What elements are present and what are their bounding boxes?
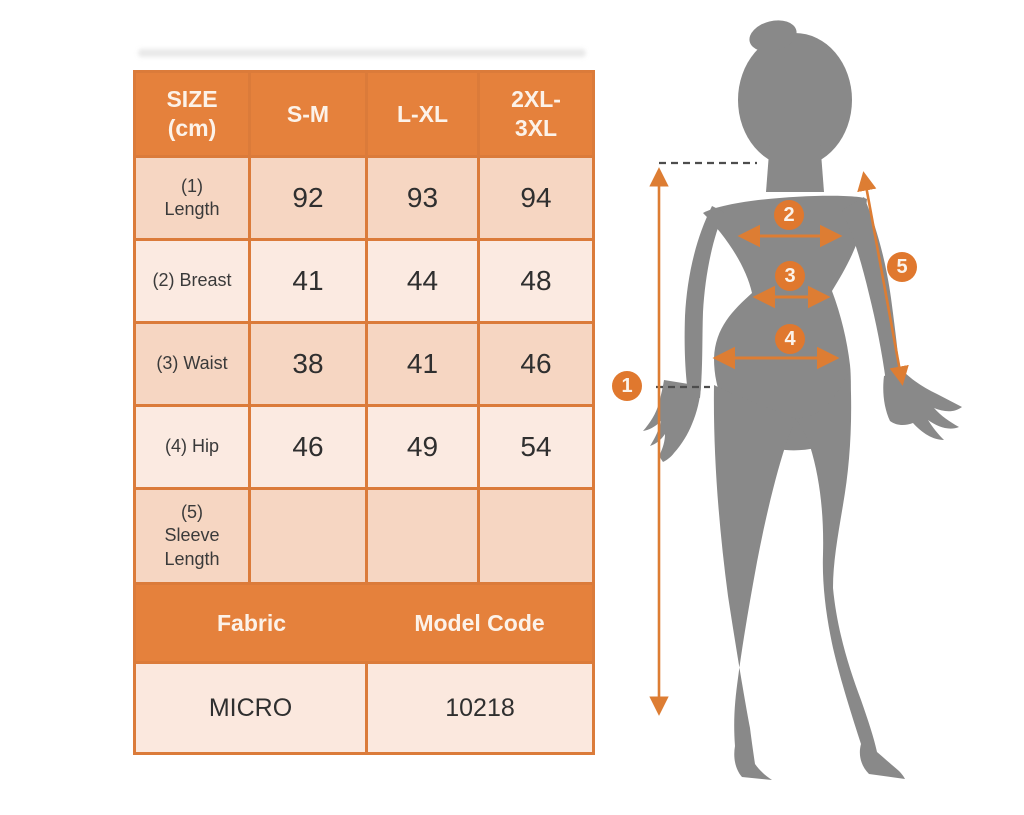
- table-footer-header-row: Fabric Model Code: [136, 585, 592, 661]
- length-l-xl: 93: [368, 158, 477, 238]
- table-row-length: (1) Length 92 93 94: [136, 158, 592, 238]
- row-label-waist: (3) Waist: [136, 324, 248, 404]
- waist-s-m: 38: [251, 324, 365, 404]
- figure-left-hand: [643, 380, 701, 462]
- figure-silhouette-svg: [643, 20, 962, 780]
- sleeve-l-xl: [368, 490, 477, 582]
- header-size-cm: SIZE (cm): [136, 73, 248, 155]
- figure-right-arm: [842, 197, 900, 382]
- figure-right-hand: [883, 370, 962, 440]
- waist-2xl-3xl: 46: [480, 324, 592, 404]
- row-label-length: (1) Length: [136, 158, 248, 238]
- table-row-breast: (2) Breast 41 44 48: [136, 241, 592, 321]
- measure-marker-waist: 3: [775, 261, 805, 291]
- model-code-value: 10218: [368, 664, 592, 752]
- sleeve-2xl-3xl: [480, 490, 592, 582]
- length-s-m: 92: [251, 158, 365, 238]
- header-l-xl: L-XL: [368, 73, 477, 155]
- header-2xl-3xl: 2XL- 3XL: [480, 73, 592, 155]
- measure-marker-breast: 2: [774, 200, 804, 230]
- table-footer-value-row: MICRO 10218: [136, 664, 592, 752]
- breast-2xl-3xl: 48: [480, 241, 592, 321]
- figure-right-leg: [795, 368, 905, 779]
- figure-neck: [766, 140, 824, 192]
- hip-s-m: 46: [251, 407, 365, 487]
- header-s-m: S-M: [251, 73, 365, 155]
- figure-head: [738, 33, 852, 167]
- length-2xl-3xl: 94: [480, 158, 592, 238]
- breast-s-m: 41: [251, 241, 365, 321]
- table-row-waist: (3) Waist 38 41 46: [136, 324, 592, 404]
- table-row-hip: (4) Hip 46 49 54: [136, 407, 592, 487]
- figure-silhouette: [643, 20, 962, 780]
- figure-hair: [749, 20, 797, 52]
- sleeve-s-m: [251, 490, 365, 582]
- hip-2xl-3xl: 54: [480, 407, 592, 487]
- figure-left-leg: [713, 385, 796, 780]
- measure-marker-sleeve: 5: [887, 252, 917, 282]
- breast-l-xl: 44: [368, 241, 477, 321]
- row-label-breast: (2) Breast: [136, 241, 248, 321]
- image-artifact-streak: [138, 49, 586, 57]
- fabric-header: Fabric: [136, 585, 367, 661]
- figure-left-arm: [684, 206, 724, 398]
- model-code-header: Model Code: [367, 585, 592, 661]
- table-row-sleeve-length: (5) Sleeve Length: [136, 490, 592, 582]
- measurement-guides: [649, 161, 909, 716]
- row-label-sleeve-length: (5) Sleeve Length: [136, 490, 248, 582]
- size-table: SIZE (cm) S-M L-XL 2XL- 3XL (1) Length 9…: [133, 70, 595, 755]
- measure-marker-hip: 4: [775, 324, 805, 354]
- waist-l-xl: 41: [368, 324, 477, 404]
- sleeve-arrow: [857, 171, 909, 386]
- size-table-header-row: SIZE (cm) S-M L-XL 2XL- 3XL: [136, 73, 592, 155]
- figure-torso: [703, 195, 867, 451]
- hip-l-xl: 49: [368, 407, 477, 487]
- fabric-value: MICRO: [136, 664, 365, 752]
- row-label-hip: (4) Hip: [136, 407, 248, 487]
- measure-marker-length: 1: [612, 371, 642, 401]
- measurement-figure: [610, 10, 1020, 810]
